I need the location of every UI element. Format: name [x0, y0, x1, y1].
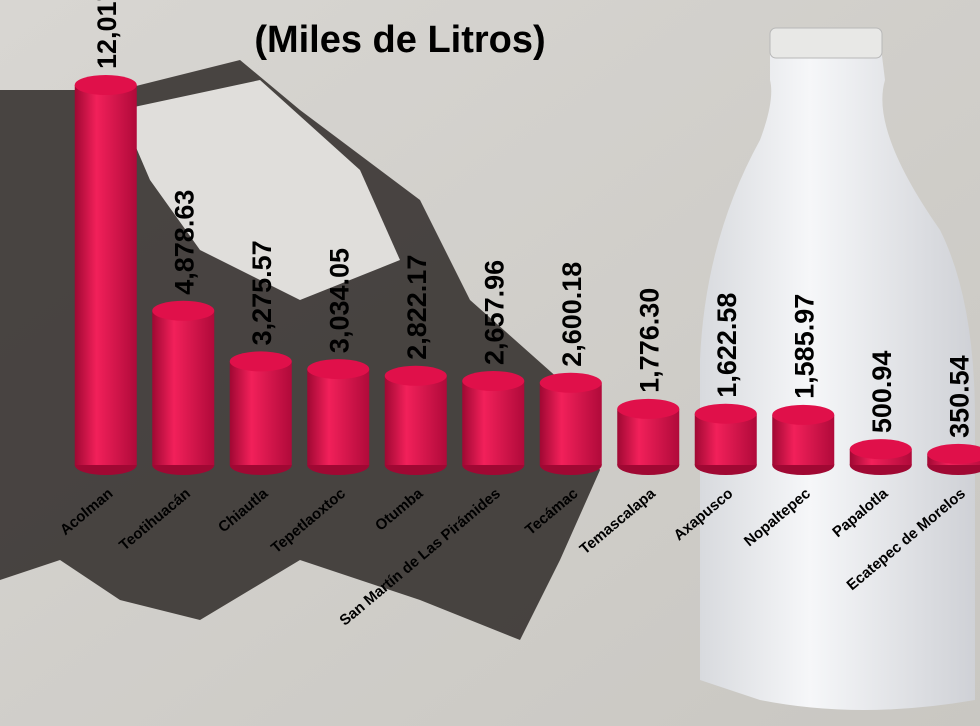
bar	[152, 310, 215, 465]
bar	[539, 382, 602, 465]
bar	[384, 375, 447, 465]
bar-cap	[849, 439, 912, 460]
value-label: 1,585.97	[789, 294, 819, 399]
value-label: 2,657.96	[479, 260, 509, 365]
bar-cap	[307, 359, 370, 380]
bar-cap	[772, 404, 835, 425]
bar-cap	[74, 75, 137, 95]
value-label: 2,822.17	[402, 255, 432, 360]
bar-cap	[617, 398, 680, 419]
cow-silhouette	[0, 60, 600, 640]
bar-cap	[229, 351, 292, 372]
value-label: 500.94	[867, 351, 897, 434]
bar-cap	[694, 403, 757, 424]
value-label: 1,622.58	[712, 293, 742, 398]
value-label: 3,275.57	[247, 240, 277, 345]
bar	[229, 361, 292, 465]
bar-cap	[539, 372, 602, 393]
cow-patch	[120, 80, 400, 300]
bar-cap	[927, 443, 980, 464]
bar-cap	[462, 370, 525, 391]
bar-cap	[384, 365, 447, 386]
bottle-cap	[769, 27, 883, 59]
bar	[462, 380, 525, 465]
value-label: 2,600.18	[557, 262, 587, 367]
bar	[307, 369, 370, 465]
chart-title: (Miles de Litros)	[254, 19, 545, 61]
milk-bottle	[700, 40, 975, 710]
value-label: 1,776.30	[634, 288, 664, 393]
value-label: 12,017.80	[92, 0, 122, 69]
bar	[74, 85, 137, 465]
value-label: 350.54	[944, 355, 974, 438]
value-label: 4,878.63	[169, 190, 199, 295]
bar-cap	[152, 300, 215, 321]
value-label: 3,034.05	[324, 248, 354, 353]
